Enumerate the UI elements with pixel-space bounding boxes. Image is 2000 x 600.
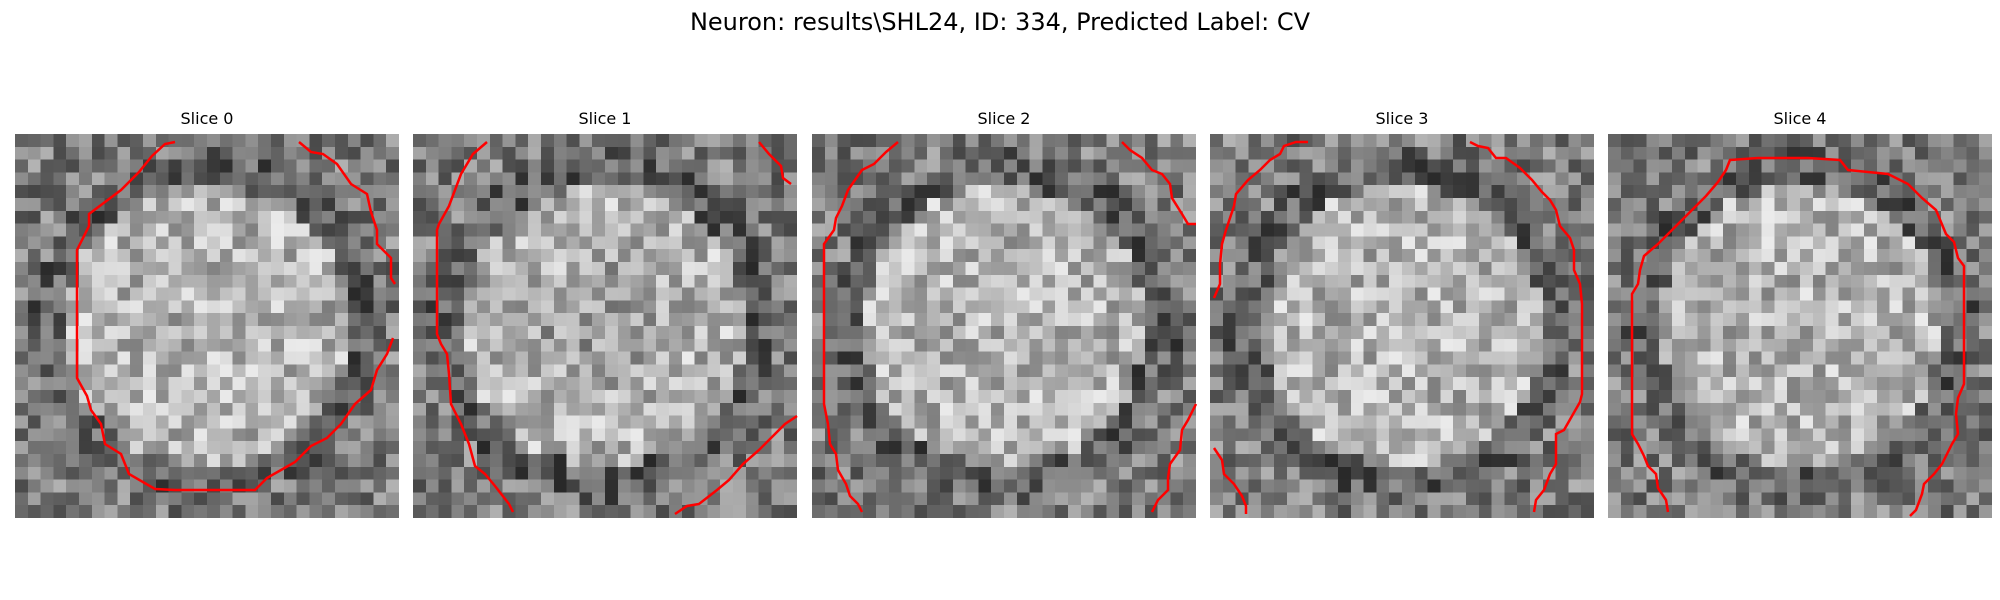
slice-panel-0: Slice 0 xyxy=(15,108,399,518)
slice-title: Slice 1 xyxy=(578,109,632,128)
contour-overlay xyxy=(1212,140,1584,514)
contour-line xyxy=(1469,140,1584,513)
slice-panel-1: Slice 1 xyxy=(413,108,798,518)
grayscale-image xyxy=(15,134,399,518)
slice-image xyxy=(1608,134,1992,518)
contour-line xyxy=(1212,447,1248,514)
grayscale-image xyxy=(1608,134,1992,518)
slice-image xyxy=(413,134,798,518)
contour-line xyxy=(435,141,515,513)
slice-title: Slice 2 xyxy=(977,109,1031,128)
slice-panel-3: Slice 3 xyxy=(1210,108,1594,518)
grayscale-image xyxy=(413,134,797,518)
contour-line xyxy=(1669,156,1966,517)
slice-title: Slice 0 xyxy=(180,109,234,128)
contour-overlay xyxy=(435,141,798,516)
slice-image xyxy=(1210,134,1594,518)
contour-line xyxy=(758,141,792,185)
grayscale-image xyxy=(812,134,1196,518)
contour-line xyxy=(822,141,899,513)
contour-line xyxy=(674,414,798,516)
contour-overlay xyxy=(1630,156,1966,517)
contour-line xyxy=(75,140,395,492)
contour-overlay xyxy=(822,141,1198,513)
contour-overlay xyxy=(75,140,397,492)
slice-image xyxy=(812,134,1198,518)
slice-title: Slice 3 xyxy=(1375,109,1429,128)
slice-panel-4: Slice 4 xyxy=(1608,108,1992,518)
contour-line xyxy=(1121,141,1196,226)
figure-title: Neuron: results\SHL24, ID: 334, Predicte… xyxy=(689,8,1311,36)
contour-line xyxy=(1150,403,1198,513)
slice-image xyxy=(15,134,399,518)
contour-line xyxy=(1630,231,1671,513)
contour-line xyxy=(298,141,397,285)
slice-panel-2: Slice 2 xyxy=(812,108,1198,518)
grayscale-image xyxy=(1210,134,1594,518)
contour-line xyxy=(1212,140,1308,299)
slice-title: Slice 4 xyxy=(1773,109,1827,128)
